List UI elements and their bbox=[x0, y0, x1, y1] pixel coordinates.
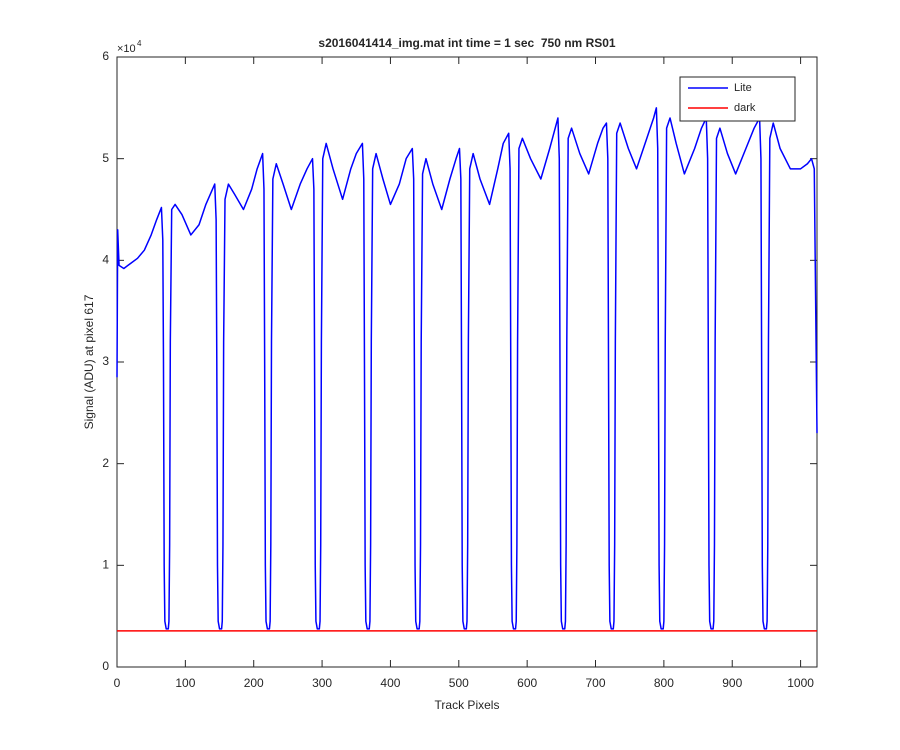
x-tick-label: 300 bbox=[312, 676, 332, 690]
y-multiplier-exponent: 4 bbox=[137, 39, 142, 48]
x-tick-label: 400 bbox=[380, 676, 400, 690]
series-line bbox=[116, 107, 818, 630]
legend-label: dark bbox=[734, 102, 756, 114]
y-tick-label: 2 bbox=[102, 456, 109, 470]
legend-box bbox=[679, 76, 796, 122]
x-tick-label: 100 bbox=[175, 676, 195, 690]
x-axis-label: Track Pixels bbox=[435, 698, 500, 712]
y-tick-label: 3 bbox=[102, 354, 109, 368]
x-tick-label: 900 bbox=[722, 676, 742, 690]
y-tick-label: 5 bbox=[102, 151, 109, 165]
y-tick-label: 4 bbox=[102, 253, 109, 267]
x-tick-label: 200 bbox=[244, 676, 264, 690]
x-tick-label: 500 bbox=[449, 676, 469, 690]
y-tick-label: 1 bbox=[102, 558, 109, 572]
chart-title: s2016041414_img.mat int time = 1 sec 750… bbox=[318, 36, 616, 50]
x-tick-label: 0 bbox=[114, 676, 121, 690]
y-multiplier: ×10 bbox=[117, 43, 136, 55]
x-tick-label: 600 bbox=[517, 676, 537, 690]
x-tick-label: 1000 bbox=[787, 676, 814, 690]
y-tick-label: 6 bbox=[102, 49, 109, 63]
y-axis-label: Signal (ADU) at pixel 617 bbox=[82, 294, 96, 429]
legend-label: Lite bbox=[734, 82, 752, 94]
y-tick-label: 0 bbox=[102, 659, 109, 673]
x-tick-label: 700 bbox=[586, 676, 606, 690]
x-tick-label: 800 bbox=[654, 676, 674, 690]
